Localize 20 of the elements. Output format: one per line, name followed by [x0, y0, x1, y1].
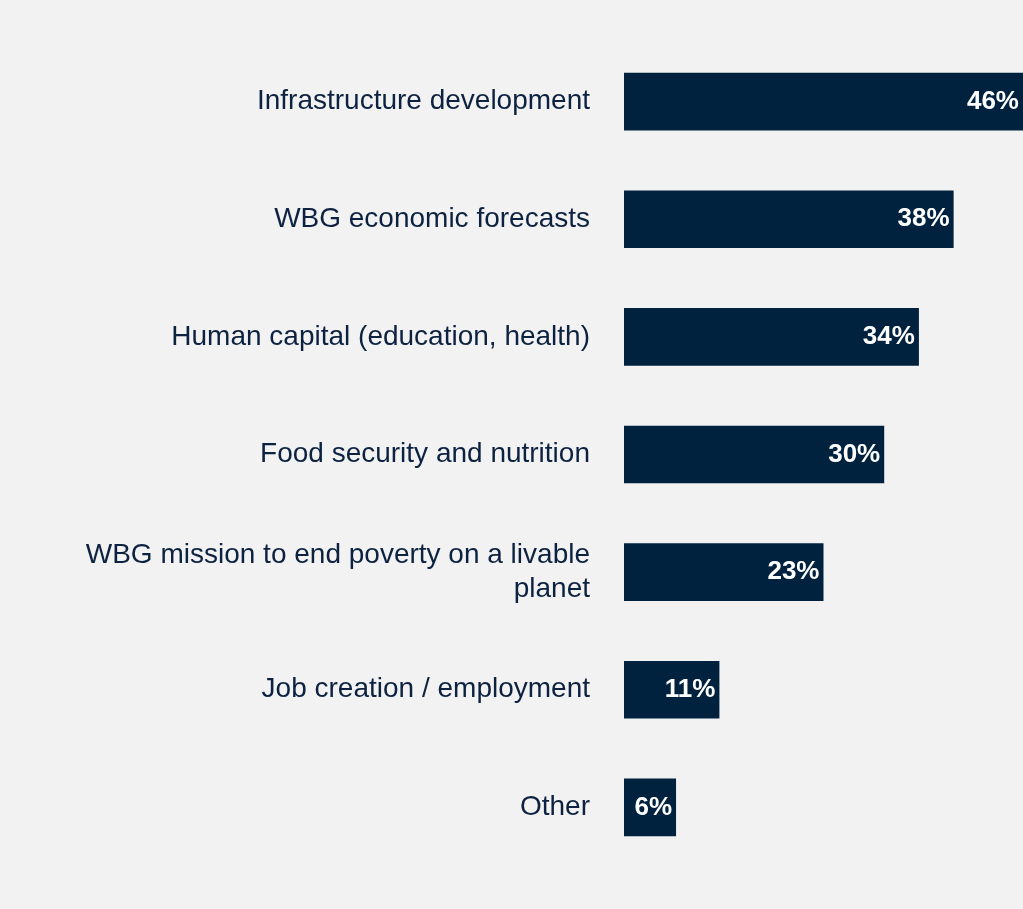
y-tick-label: Human capital (education, health)	[171, 319, 590, 351]
data-label: 23%	[767, 555, 820, 586]
y-tick-label: Job creation / employment	[261, 672, 591, 704]
data-label: 30%	[828, 437, 881, 468]
bar	[624, 543, 824, 601]
data-label: 11%	[664, 672, 716, 703]
y-tick-label: Other	[519, 790, 590, 822]
bar	[624, 660, 720, 719]
bar	[624, 308, 919, 366]
bar	[624, 72, 1023, 131]
data-label: 46%	[966, 84, 1019, 115]
y-tick-label: WBG mission to end poverty on a livable planet	[85, 538, 591, 603]
data-label: 34%	[862, 320, 915, 351]
data-label: 38%	[897, 202, 950, 233]
y-tick-label: Food security and nutrition	[260, 437, 590, 469]
data-label: 6%	[634, 790, 673, 821]
bar	[624, 425, 885, 484]
bar	[624, 190, 954, 249]
y-tick-label: Infrastructure development	[256, 84, 591, 116]
y-tick-label: WBG economic forecasts	[274, 201, 590, 233]
